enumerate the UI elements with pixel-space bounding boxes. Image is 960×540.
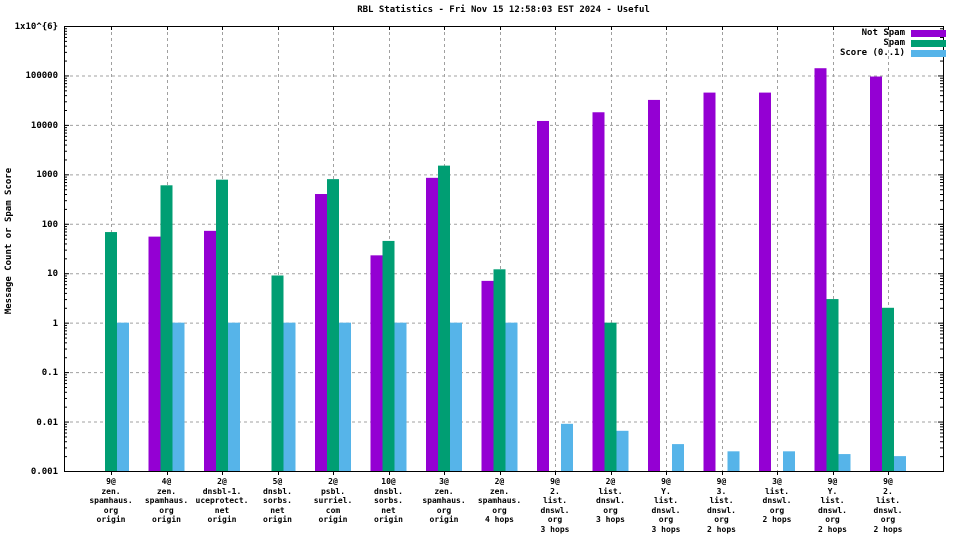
legend-item-spam: Spam xyxy=(840,38,946,48)
bar-score-0-1- xyxy=(672,444,684,471)
legend-item-score: Score (0..1) xyxy=(840,48,946,58)
bar-not-spam xyxy=(148,236,161,471)
x-tick-label: 5@ dnsbl. sorbs. net origin xyxy=(263,477,292,524)
y-tick-label: 10 xyxy=(47,269,58,280)
bar-score-0-1- xyxy=(561,423,573,471)
legend-label-not-spam: Not Spam xyxy=(861,28,905,38)
bar-score-0-1- xyxy=(228,322,240,471)
x-tick-label: 9@ Y. list. dnswl. org 3 hops xyxy=(651,477,681,534)
bar-spam xyxy=(882,307,894,471)
bar-not-spam xyxy=(426,177,438,471)
bar-score-0-1- xyxy=(505,322,518,471)
bar-not-spam xyxy=(370,255,383,471)
x-tick-label: 9@ 2. list. dnswl. org 3 hops xyxy=(540,477,570,534)
bar-not-spam xyxy=(648,99,660,472)
x-tick-label: 2@ list. dnswl. org 3 hops xyxy=(596,477,625,524)
x-tick-label: 3@ zen. spamhaus. org origin xyxy=(422,477,466,524)
bar-spam xyxy=(382,240,395,471)
y-tick-label: 0.01 xyxy=(36,417,58,428)
bar-not-spam xyxy=(814,68,827,471)
plot-border xyxy=(64,26,944,472)
legend-label-spam: Spam xyxy=(883,38,905,48)
bar-score-0-1- xyxy=(838,454,851,471)
x-tick-label: 3@ list. dnswl. org 2 hops xyxy=(762,477,792,524)
y-tick-label: 1x10^{6} xyxy=(14,22,58,32)
bar-score-0-1- xyxy=(450,322,462,471)
bar-score-0-1- xyxy=(783,451,795,471)
x-tick-label: 10@ dnsbl. sorbs. net origin xyxy=(374,477,403,524)
bar-score-0-1- xyxy=(394,322,407,471)
bar-score-0-1- xyxy=(283,322,296,471)
bar-score-0-1- xyxy=(172,322,185,471)
y-tick-label: 1000 xyxy=(36,170,58,181)
bar-score-0-1- xyxy=(894,456,906,471)
legend: Not Spam Spam Score (0..1) xyxy=(840,28,946,58)
bar-spam xyxy=(604,322,617,471)
bar-not-spam xyxy=(592,112,605,471)
bar-not-spam xyxy=(315,194,327,471)
bar-not-spam xyxy=(481,280,494,471)
bar-score-0-1- xyxy=(727,451,740,471)
legend-swatch-score xyxy=(911,49,946,57)
y-tick-label: 100 xyxy=(41,219,58,230)
legend-swatch-not-spam xyxy=(911,29,946,37)
bar-not-spam xyxy=(759,92,771,471)
y-tick-label: 0.001 xyxy=(30,467,58,477)
y-tick-label: 1 xyxy=(52,318,58,329)
legend-swatch-spam xyxy=(911,39,946,47)
bar-spam xyxy=(105,232,117,471)
bar-score-0-1- xyxy=(616,430,629,471)
legend-label-score: Score (0..1) xyxy=(839,48,905,58)
bar-spam xyxy=(271,275,284,471)
x-tick-label: 4@ zen. spamhaus. org origin xyxy=(144,477,189,524)
x-tick-label: 9@ 3. list. dnswl. org 2 hops xyxy=(707,477,736,534)
bar-spam xyxy=(160,185,173,471)
bar-not-spam xyxy=(204,230,216,471)
bar-spam xyxy=(493,269,506,471)
x-tick-label: 2@ psbl. surriel. com origin xyxy=(313,477,353,524)
legend-item-not-spam: Not Spam xyxy=(840,28,946,38)
bar-not-spam xyxy=(703,92,716,471)
x-tick-label: 9@ Y. list. dnswl. org 2 hops xyxy=(818,477,847,534)
y-tick-label: 10000 xyxy=(30,120,58,131)
bar-score-0-1- xyxy=(117,322,129,471)
x-tick-label: 9@ zen. spamhaus. org origin xyxy=(89,477,133,524)
x-tick-label: 2@ dnsbl-1. uceprotect. net origin xyxy=(195,477,249,524)
bar-spam xyxy=(438,165,450,472)
chart-title: RBL Statistics - Fri Nov 15 12:58:03 EST… xyxy=(357,5,650,15)
x-tick-label: 2@ zen. spamhaus. org 4 hops xyxy=(477,477,522,524)
x-tick-label: 9@ 2. list. dnswl. org 2 hops xyxy=(873,477,903,534)
bar-not-spam xyxy=(870,76,882,471)
bar-spam xyxy=(826,299,839,471)
bar-spam xyxy=(216,179,228,472)
bar-spam xyxy=(327,179,339,471)
bar-not-spam xyxy=(537,120,549,471)
y-tick-label: 0.1 xyxy=(41,368,58,379)
y-tick-label: 100000 xyxy=(25,71,58,82)
bar-score-0-1- xyxy=(339,322,351,471)
